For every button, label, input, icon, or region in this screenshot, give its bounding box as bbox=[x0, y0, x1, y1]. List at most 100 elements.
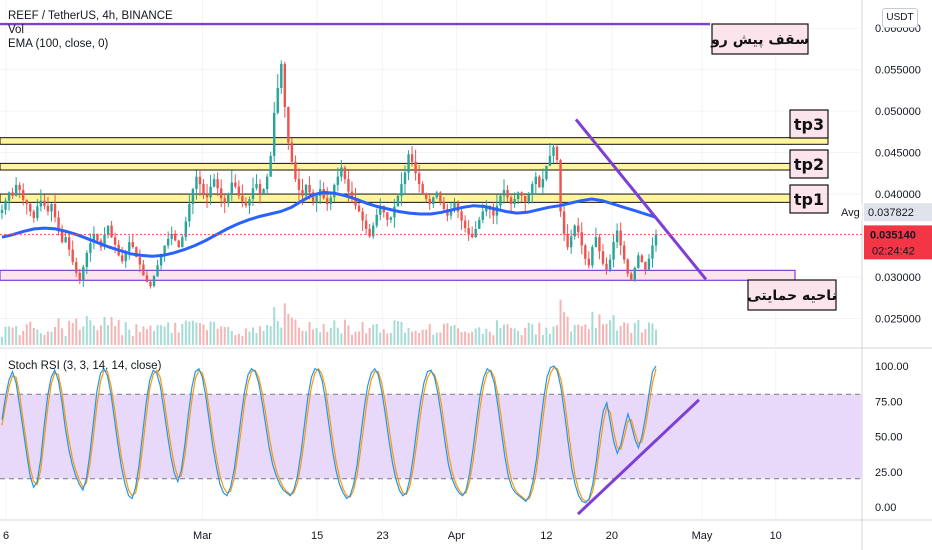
volume-bar bbox=[138, 331, 141, 345]
zone-layer bbox=[0, 137, 829, 281]
candle-body bbox=[188, 204, 191, 222]
volume-bar bbox=[488, 331, 491, 345]
candle-body bbox=[333, 184, 336, 198]
candle-body bbox=[152, 276, 156, 287]
candle-body bbox=[269, 155, 272, 177]
volume-bar bbox=[396, 321, 399, 345]
price-tick-label: 0.030000 bbox=[875, 272, 921, 284]
volume-bar bbox=[57, 318, 60, 345]
volume-bar bbox=[167, 322, 170, 345]
candle-body bbox=[569, 236, 573, 248]
volume-bar bbox=[495, 320, 498, 345]
volume-bar bbox=[499, 328, 502, 345]
volume-bar bbox=[655, 329, 657, 345]
candle-body bbox=[520, 192, 523, 196]
candle-body bbox=[96, 233, 99, 241]
time-tick-label: 20 bbox=[606, 530, 618, 542]
candle-body bbox=[386, 212, 389, 220]
volume-bar bbox=[340, 333, 343, 345]
candle-body bbox=[612, 242, 615, 260]
volume-bar bbox=[647, 322, 650, 345]
candle-body bbox=[527, 194, 530, 202]
candle-body bbox=[435, 192, 439, 198]
volume-bar bbox=[319, 332, 322, 345]
volume-bar bbox=[82, 326, 85, 345]
candle-body bbox=[22, 189, 25, 200]
candle-body bbox=[403, 172, 407, 185]
candle-body bbox=[630, 273, 633, 280]
volume-bar bbox=[107, 325, 110, 345]
candle-body bbox=[364, 220, 368, 229]
tp2-zone bbox=[0, 162, 829, 171]
volume-bar bbox=[552, 326, 555, 345]
volume-bar bbox=[601, 324, 604, 345]
candle-body bbox=[559, 160, 562, 212]
candle-body bbox=[0, 209, 4, 213]
volume-bar bbox=[365, 333, 368, 345]
volume-bar bbox=[241, 336, 244, 345]
candle-body bbox=[308, 184, 311, 193]
symbol-header[interactable]: REEF / TetherUS, 4h, BINANCE bbox=[8, 10, 173, 22]
time-tick-label: 10 bbox=[770, 530, 782, 542]
candle-body bbox=[142, 264, 145, 276]
time-tick-label: 12 bbox=[540, 530, 552, 542]
current-price-value: 0.035140 bbox=[870, 229, 916, 241]
candle-body bbox=[131, 242, 134, 248]
volume-bar bbox=[343, 319, 346, 345]
stoch-rsi-label[interactable]: Stoch RSI (3, 3, 14, 14, close) bbox=[8, 360, 162, 372]
volume-bar bbox=[389, 332, 392, 345]
volume-bar bbox=[524, 327, 527, 345]
candle-body bbox=[209, 186, 212, 198]
rsi-tick-label: 0.00 bbox=[875, 502, 896, 514]
volume-bar bbox=[191, 320, 194, 345]
candle-body bbox=[32, 211, 36, 219]
volume-bar bbox=[573, 324, 576, 345]
tp3-annotation-box bbox=[789, 109, 829, 139]
volume-bar bbox=[209, 321, 212, 345]
volume-bar bbox=[386, 333, 389, 345]
candle-body bbox=[463, 220, 467, 229]
volume-bar bbox=[616, 330, 619, 345]
volume-bar bbox=[50, 331, 53, 345]
candle-body bbox=[82, 267, 85, 281]
volume-bar bbox=[492, 335, 495, 345]
volume-bar bbox=[418, 332, 421, 345]
candle-body bbox=[432, 197, 435, 205]
volume-bar bbox=[273, 307, 276, 345]
currency-unit-button[interactable]: USDT bbox=[882, 8, 918, 28]
volume-bar bbox=[333, 320, 336, 345]
volume-bar bbox=[442, 323, 445, 345]
stoch-rsi-layer bbox=[0, 365, 862, 504]
candle-body bbox=[566, 233, 569, 248]
volume-bar bbox=[506, 324, 509, 345]
candle-body bbox=[255, 184, 258, 189]
candle-body bbox=[92, 233, 96, 243]
volume-bar bbox=[255, 333, 258, 345]
tp3-annotation-label: tp3 bbox=[794, 115, 824, 134]
volume-bar bbox=[22, 330, 25, 345]
volume-bar bbox=[36, 329, 39, 345]
support-zone bbox=[0, 269, 796, 281]
price-tick-label: 0.050000 bbox=[875, 106, 921, 118]
volume-bar bbox=[411, 331, 414, 345]
candle-body bbox=[304, 184, 308, 196]
volume-bar bbox=[559, 299, 562, 345]
volume-bar bbox=[46, 331, 49, 345]
volume-bar bbox=[124, 322, 127, 345]
volume-bar bbox=[315, 327, 318, 345]
candle-body bbox=[425, 193, 428, 200]
volume-bar bbox=[230, 330, 233, 345]
volume-bar bbox=[131, 336, 134, 345]
volume-bar bbox=[400, 321, 403, 345]
volume-bar bbox=[4, 326, 7, 345]
candle-body bbox=[195, 176, 198, 190]
volume-bar bbox=[216, 328, 219, 345]
volume-indicator-label[interactable]: Vol bbox=[8, 24, 24, 36]
candle-body bbox=[485, 205, 488, 212]
candle-body bbox=[237, 186, 241, 196]
candle-body bbox=[205, 193, 209, 198]
ema-indicator-label[interactable]: EMA (100, close, 0) bbox=[8, 38, 109, 50]
candle-body bbox=[53, 204, 57, 218]
candle-body bbox=[371, 225, 375, 237]
volume-bar bbox=[393, 320, 396, 345]
